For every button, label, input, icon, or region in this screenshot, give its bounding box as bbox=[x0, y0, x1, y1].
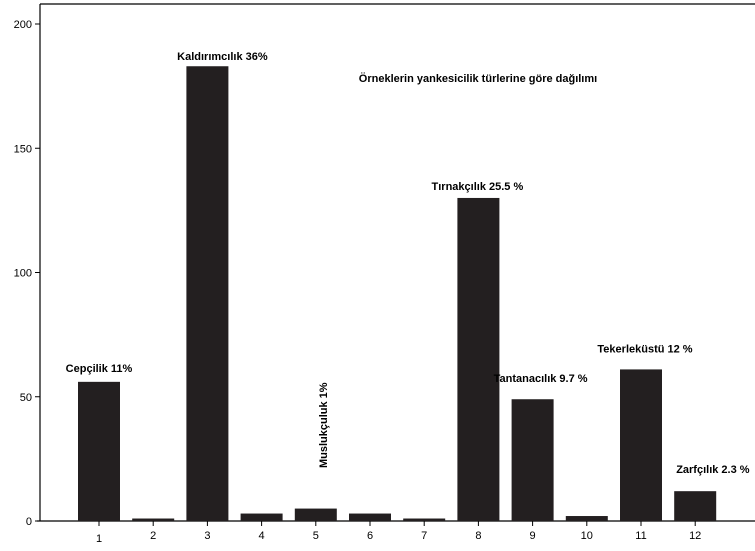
annotation-9: Tantanacılık 9.7 % bbox=[494, 373, 588, 385]
x-tick-label: 12 bbox=[689, 530, 701, 542]
annotation-3: Kaldırımcılık 36% bbox=[177, 51, 268, 63]
bar-3 bbox=[186, 66, 229, 522]
x-tick-label: 1 bbox=[96, 533, 102, 545]
x-tick-label: 10 bbox=[581, 530, 593, 542]
bar-12 bbox=[674, 491, 717, 521]
x-tick-label: 3 bbox=[204, 530, 210, 542]
annotations: Cepçilik 11% Kaldırımcılık 36% Muslukçuluk… bbox=[66, 51, 750, 476]
bar-4 bbox=[240, 513, 283, 521]
annotation-8: Tırnakçılık 25.5 % bbox=[432, 181, 524, 193]
x-tick-label: 7 bbox=[421, 530, 427, 542]
y-tick-label: 150 bbox=[14, 143, 32, 155]
y-tick-label: 50 bbox=[20, 392, 32, 404]
annotation-1: Cepçilik 11% bbox=[66, 363, 133, 375]
bar-9 bbox=[511, 399, 554, 521]
x-tick-label: 11 bbox=[635, 530, 646, 542]
bar-1 bbox=[78, 381, 120, 521]
x-tick-label: 2 bbox=[150, 530, 156, 542]
annotation-12: Zarfçılık 2.3 % bbox=[676, 464, 750, 476]
chart-title: Örneklerin yankesicilik türlerine göre d… bbox=[359, 72, 597, 85]
annotation-11: Tekerleküstü 12 % bbox=[597, 343, 692, 355]
bar-8 bbox=[457, 197, 500, 521]
x-tick-labels: 1 2 3 4 5 6 7 8 9 10 11 12 bbox=[96, 521, 701, 545]
y-tick-label: 0 bbox=[26, 516, 32, 528]
x-tick-label: 9 bbox=[530, 530, 536, 542]
bars bbox=[78, 66, 717, 522]
bar-11 bbox=[620, 369, 662, 521]
x-tick-label: 4 bbox=[259, 530, 265, 542]
x-tick-label: 5 bbox=[313, 530, 319, 542]
y-tick-label: 200 bbox=[14, 19, 32, 31]
bar-10 bbox=[565, 516, 608, 521]
y-tick-labels: 0 50 100 150 200 bbox=[14, 19, 40, 528]
bar-6 bbox=[349, 513, 391, 521]
x-tick-label: 6 bbox=[367, 530, 373, 542]
bar-5 bbox=[294, 508, 337, 521]
bar-7 bbox=[403, 518, 446, 521]
y-tick-label: 100 bbox=[14, 268, 32, 280]
annotation-5: Muslukçuluk 1% bbox=[318, 382, 330, 468]
bar-2 bbox=[132, 518, 175, 521]
x-tick-label: 8 bbox=[475, 530, 481, 542]
